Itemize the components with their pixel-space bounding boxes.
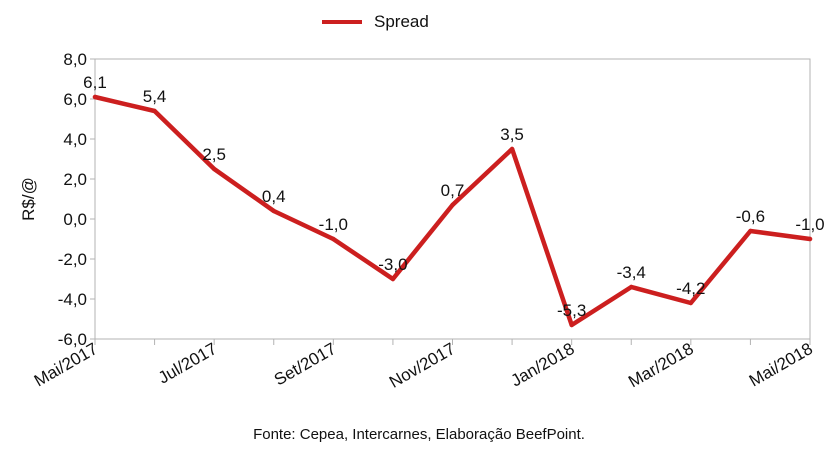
- data-point: [211, 166, 217, 172]
- data-point: [509, 146, 515, 152]
- x-tick-label: Jan/2018: [508, 339, 578, 390]
- y-tick-label: -2,0: [58, 250, 87, 269]
- data-point: [92, 94, 98, 100]
- y-tick-label: -6,0: [58, 330, 87, 349]
- data-label: -3,0: [378, 255, 407, 274]
- data-point: [807, 236, 813, 242]
- y-tick-label: -4,0: [58, 290, 87, 309]
- data-point: [271, 208, 276, 214]
- data-label: -5,3: [557, 301, 586, 320]
- legend: Spread: [322, 10, 429, 34]
- data-label: -1,0: [319, 215, 348, 234]
- data-point: [629, 284, 634, 290]
- data-label: 5,4: [143, 87, 167, 106]
- y-axis-title: R$/@: [19, 177, 38, 221]
- data-point: [748, 228, 753, 234]
- y-tick-label: 4,0: [63, 130, 87, 149]
- y-tick-label: 8,0: [63, 50, 87, 69]
- data-point: [450, 202, 455, 208]
- data-label: 6,1: [83, 73, 107, 92]
- data-point: [390, 276, 396, 282]
- data-label: 3,5: [500, 125, 524, 144]
- y-tick-label: 2,0: [63, 170, 87, 189]
- x-tick-label: Jul/2017: [155, 339, 220, 388]
- data-point: [152, 108, 157, 114]
- y-tick-label: 6,0: [63, 90, 87, 109]
- data-label: -0,6: [736, 207, 765, 226]
- data-point: [688, 300, 694, 306]
- x-tick-label: Mai/2018: [746, 339, 816, 390]
- data-label: 0,7: [441, 181, 465, 200]
- legend-swatch: [322, 20, 362, 24]
- x-tick-label: Set/2017: [271, 339, 339, 389]
- y-tick-label: 0,0: [63, 210, 87, 229]
- legend-label: Spread: [374, 12, 429, 31]
- data-label: 0,4: [262, 187, 286, 206]
- x-tick-label: Mar/2018: [625, 339, 697, 391]
- source-note: Fonte: Cepea, Intercarnes, Elaboração Be…: [253, 426, 585, 443]
- x-tick-label: Nov/2017: [386, 339, 459, 392]
- data-label: 2,5: [202, 145, 226, 164]
- data-point: [331, 236, 336, 242]
- data-point: [569, 322, 574, 328]
- data-label: -4,2: [676, 279, 705, 298]
- data-label: -3,4: [617, 263, 646, 282]
- data-label: -1,0: [795, 215, 824, 234]
